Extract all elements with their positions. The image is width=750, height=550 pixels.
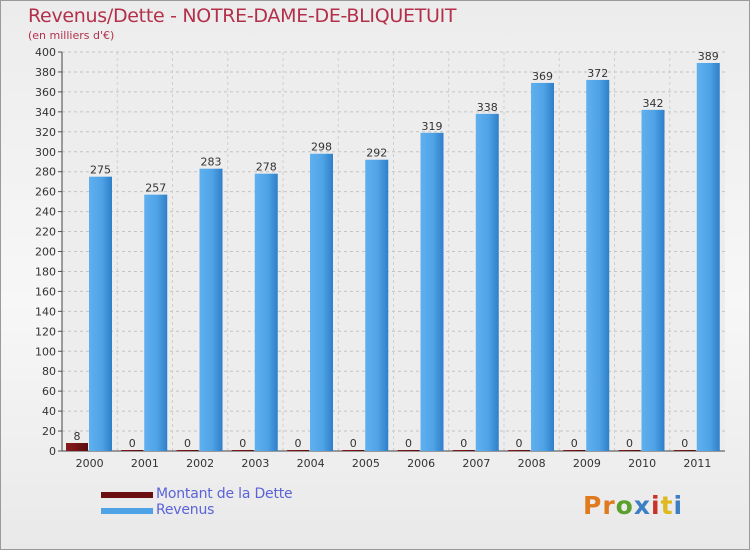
- bar-revenus-2010: [641, 109, 665, 451]
- data-label-revenus-2006: 319: [422, 120, 443, 133]
- bar-dette-2007: [452, 450, 475, 451]
- chart-title: Revenus/Dette - NOTRE-DAME-DE-BLIQUETUIT: [28, 5, 457, 27]
- data-label-revenus-2000: 275: [90, 164, 111, 177]
- logo-letter: P: [583, 491, 603, 520]
- x-tick-label: 2001: [131, 457, 159, 470]
- data-label-dette-2005: 0: [350, 437, 357, 450]
- data-label-dette-2004: 0: [295, 437, 302, 450]
- bar-dette-2006: [397, 450, 420, 451]
- x-tick-label: 2002: [186, 457, 214, 470]
- bar-dette-2009: [563, 450, 586, 451]
- bar-revenus-2002: [199, 168, 223, 451]
- y-tick-label: 20: [42, 425, 56, 438]
- chart-subtitle: (en milliers d'€): [28, 29, 115, 42]
- logo-letter: i: [673, 491, 684, 520]
- data-label-revenus-2008: 369: [532, 70, 553, 83]
- data-label-dette-2010: 0: [626, 437, 633, 450]
- data-label-dette-2006: 0: [405, 437, 412, 450]
- legend-swatch-dette: [101, 492, 153, 498]
- bar-revenus-2006: [420, 132, 444, 452]
- y-tick-label: 380: [35, 66, 56, 79]
- x-tick-label: 2005: [352, 457, 380, 470]
- y-tick-label: 400: [35, 46, 56, 59]
- bar-revenus-2009: [586, 79, 610, 452]
- data-label-revenus-2002: 283: [201, 156, 222, 169]
- bar-revenus-2003: [254, 173, 278, 451]
- legend-label-revenus: Revenus: [156, 502, 215, 518]
- y-tick-label: 180: [35, 265, 56, 278]
- bar-dette-2005: [342, 450, 365, 451]
- y-tick-label: 0: [49, 445, 56, 458]
- x-tick-label: 2009: [573, 457, 601, 470]
- y-tick-label: 200: [35, 246, 56, 259]
- x-tick-label: 2000: [76, 457, 104, 470]
- bar-dette-2008: [508, 450, 530, 451]
- y-tick-label: 320: [35, 126, 56, 139]
- bar-dette-2001: [121, 450, 144, 451]
- x-tick-label: 2003: [241, 457, 269, 470]
- data-label-revenus-2001: 257: [145, 182, 166, 195]
- data-label-dette-2008: 0: [516, 437, 523, 450]
- bar-revenus-2005: [365, 159, 389, 452]
- bar-revenus-2007: [475, 113, 499, 451]
- bar-dette-2011: [673, 450, 696, 451]
- logo-letter: i: [651, 491, 661, 520]
- bar-revenus-2011: [696, 62, 720, 451]
- data-label-revenus-2004: 298: [311, 141, 332, 154]
- y-tick-label: 40: [42, 405, 56, 418]
- x-tick-label: 2011: [683, 457, 711, 470]
- data-label-dette-2002: 0: [184, 437, 191, 450]
- y-tick-label: 300: [35, 146, 56, 159]
- x-tick-label: 2008: [518, 457, 546, 470]
- data-label-dette-2009: 0: [571, 437, 578, 450]
- logo-letter: x: [633, 491, 651, 520]
- data-label-dette-2011: 0: [681, 437, 688, 450]
- bar-revenus-2004: [310, 153, 333, 451]
- y-tick-label: 140: [35, 305, 56, 318]
- logo-letter: r: [602, 491, 616, 520]
- data-label-revenus-2011: 389: [698, 50, 719, 63]
- y-tick-label: 240: [35, 206, 56, 219]
- legend-label-dette: Montant de la Dette: [156, 486, 293, 502]
- bar-revenus-2008: [531, 82, 554, 452]
- y-tick-label: 280: [35, 166, 56, 179]
- data-label-dette-2007: 0: [460, 437, 467, 450]
- y-tick-label: 80: [42, 365, 56, 378]
- logo-letter: o: [615, 491, 634, 520]
- y-tick-label: 120: [35, 325, 56, 338]
- x-tick-label: 2010: [628, 457, 656, 470]
- x-tick-label: 2007: [462, 457, 490, 470]
- data-label-revenus-2003: 278: [256, 161, 277, 174]
- data-label-revenus-2007: 338: [477, 101, 498, 114]
- y-tick-label: 60: [42, 385, 56, 398]
- logo-letter: t: [660, 491, 674, 520]
- data-label-dette-2003: 0: [239, 437, 246, 450]
- bar-dette-2004: [287, 450, 309, 451]
- y-tick-label: 160: [35, 285, 56, 298]
- proxiti-logo: Proxiti: [583, 491, 683, 520]
- legend-swatch-revenus: [101, 508, 153, 514]
- data-label-revenus-2010: 342: [643, 97, 664, 110]
- data-label-dette-2001: 0: [129, 437, 136, 450]
- bar-dette-2000: [66, 443, 88, 451]
- y-tick-label: 220: [35, 226, 56, 239]
- y-tick-label: 100: [35, 345, 56, 358]
- bar-dette-2003: [231, 450, 254, 451]
- x-tick-label: 2006: [407, 457, 435, 470]
- x-tick-label: 2004: [297, 457, 325, 470]
- bar-dette-2010: [618, 450, 641, 451]
- data-label-revenus-2005: 292: [366, 147, 387, 160]
- y-tick-label: 260: [35, 186, 56, 199]
- data-label-revenus-2009: 372: [587, 67, 608, 80]
- bar-revenus-2000: [89, 176, 112, 451]
- bar-dette-2002: [176, 450, 199, 451]
- bar-revenus-2001: [144, 194, 168, 451]
- y-tick-label: 340: [35, 106, 56, 119]
- y-tick-label: 360: [35, 86, 56, 99]
- data-label-dette-2000: 8: [74, 430, 81, 443]
